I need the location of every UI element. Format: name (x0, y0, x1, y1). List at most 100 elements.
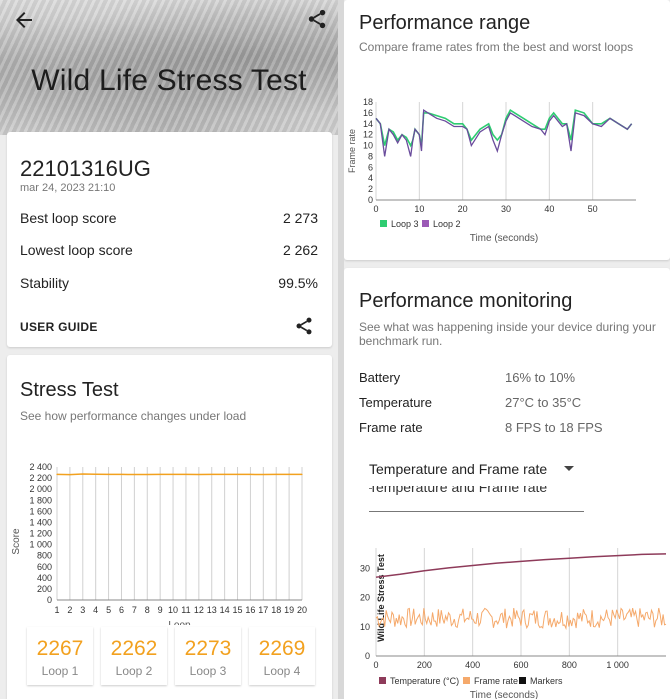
temperature-row: Temperature 27°C to 35°C (359, 395, 659, 410)
battery-value: 16% to 10% (505, 370, 576, 385)
chart-metric-select-underline: Temperature and Frame rate (369, 486, 584, 512)
device-name: 22101316UG (20, 156, 151, 181)
x-tick-label: 9 (158, 605, 163, 615)
x-tick-label: 5 (106, 605, 111, 615)
score-point (288, 473, 290, 475)
best-loop-value: 2 273 (282, 210, 318, 226)
x-tick-label: 15 (233, 605, 243, 615)
series-line-frame-rate (375, 607, 667, 631)
y-tick-label: 2 (368, 184, 373, 194)
loop-score-box[interactable]: 2262 Loop 2 (101, 627, 167, 685)
y-tick-label: 14 (363, 119, 373, 129)
x-tick-label: 1 (54, 605, 59, 615)
loop-score-value: 2269 (258, 637, 306, 660)
x-tick-label: 2 (67, 605, 72, 615)
x-tick-label: 10 (168, 605, 178, 615)
loop-scores: 2267 Loop 1 2262 Loop 2 2273 Loop 3 2269… (27, 627, 319, 685)
y-tick-label: 12 (363, 130, 373, 140)
x-tick-label: 13 (207, 605, 217, 615)
x-tick-label: 7 (132, 605, 137, 615)
loop-score-box[interactable]: 2273 Loop 3 (175, 627, 241, 685)
score-line (56, 473, 303, 476)
loop-score-label: Loop 1 (41, 664, 79, 678)
chart-metric-select-ghost-text: Temperature and Frame rate (369, 486, 548, 495)
score-point (159, 473, 161, 476)
user-guide-link[interactable]: USER GUIDE (20, 320, 98, 334)
legend-label: Frame rate (474, 676, 518, 686)
y-tick-label: 18 (363, 97, 373, 107)
performance-monitoring-card: Performance monitoring See what was happ… (344, 268, 670, 699)
y-tick-label: 0 (365, 651, 370, 661)
score-point (211, 473, 213, 476)
score-point (301, 473, 303, 476)
score-point (185, 473, 187, 476)
y-tick-label: 16 (363, 108, 373, 118)
legend-swatch (519, 677, 526, 684)
x-tick-label: 40 (544, 204, 554, 214)
score-point (82, 473, 84, 475)
x-tick-label: 1 000 (606, 660, 629, 670)
loop-score-label: Loop 4 (263, 664, 301, 678)
back-arrow-icon[interactable] (12, 8, 36, 32)
y-tick-label: 2 400 (29, 462, 52, 472)
right-pane: Performance range Compare frame rates fr… (344, 0, 670, 699)
legend-label: Temperature (°C) (390, 676, 459, 686)
score-point (69, 474, 71, 476)
stress-test-card: Stress Test See how performance changes … (7, 355, 332, 699)
y-tick-label: 200 (37, 584, 52, 594)
lowest-loop-row: Lowest loop score 2 262 (20, 242, 318, 258)
score-point (146, 473, 148, 476)
hero-banner: Wild Life Stress Test (0, 0, 338, 135)
stability-label: Stability (20, 275, 70, 291)
x-axis-label: Time (seconds) (470, 690, 539, 699)
score-point (120, 473, 123, 476)
y-tick-label: 1 000 (29, 540, 52, 550)
legend-swatch (463, 677, 470, 684)
series-line-temperature (375, 553, 667, 578)
x-tick-label: 3 (80, 605, 85, 615)
x-axis-label: Time (seconds) (470, 233, 539, 244)
score-point (95, 473, 97, 475)
left-pane: Wild Life Stress Test 22101316UG mar 24,… (0, 0, 338, 699)
y-tick-label: 6 (368, 162, 373, 172)
chart-metric-select[interactable]: Temperature and Frame rate (369, 461, 584, 489)
y-tick-label: 0 (47, 595, 52, 605)
performance-range-card: Performance range Compare frame rates fr… (344, 0, 670, 260)
legend-swatch (422, 220, 429, 227)
loop-score-label: Loop 2 (115, 664, 153, 678)
x-tick-label: 50 (588, 204, 598, 214)
legend-label: Loop 3 (391, 219, 419, 229)
x-tick-label: 6 (119, 605, 124, 615)
loop-score-value: 2262 (110, 637, 158, 660)
score-point (249, 473, 252, 476)
frame-rate-label: Frame rate (359, 420, 423, 435)
y-tick-label: 20 (360, 593, 370, 603)
x-tick-label: 400 (465, 660, 480, 670)
legend-swatch (380, 220, 387, 227)
x-tick-label: 0 (373, 660, 378, 670)
y-tick-label: 30 (360, 563, 370, 573)
y-tick-label: 10 (360, 622, 370, 632)
loop-score-box[interactable]: 2269 Loop 4 (249, 627, 315, 685)
page-title: Wild Life Stress Test (31, 64, 307, 97)
y-tick-label: 600 (37, 562, 52, 572)
stress-test-subtitle: See how performance changes under load (20, 409, 247, 423)
share-icon[interactable] (294, 316, 314, 336)
lowest-loop-value: 2 262 (282, 242, 318, 258)
x-axis-label: Loop (168, 620, 191, 625)
temperature-label: Temperature (359, 395, 432, 410)
temperature-value: 27°C to 35°C (505, 395, 582, 410)
y-tick-label: 1 200 (29, 529, 52, 539)
monitoring-chart: 0 200 400 600 800 1 000 0 10 20 30 Wild Life Stres… (360, 548, 667, 699)
legend-swatch (379, 677, 386, 684)
score-point (236, 473, 239, 475)
performance-monitoring-title: Performance monitoring (359, 290, 573, 312)
x-tick-label: 8 (145, 605, 150, 615)
pane-divider (338, 0, 344, 699)
loop-score-box[interactable]: 2267 Loop 1 (27, 627, 93, 685)
series-line-loop-2 (375, 109, 633, 157)
share-icon[interactable] (306, 8, 328, 30)
series-line-loop-3 (375, 109, 633, 148)
